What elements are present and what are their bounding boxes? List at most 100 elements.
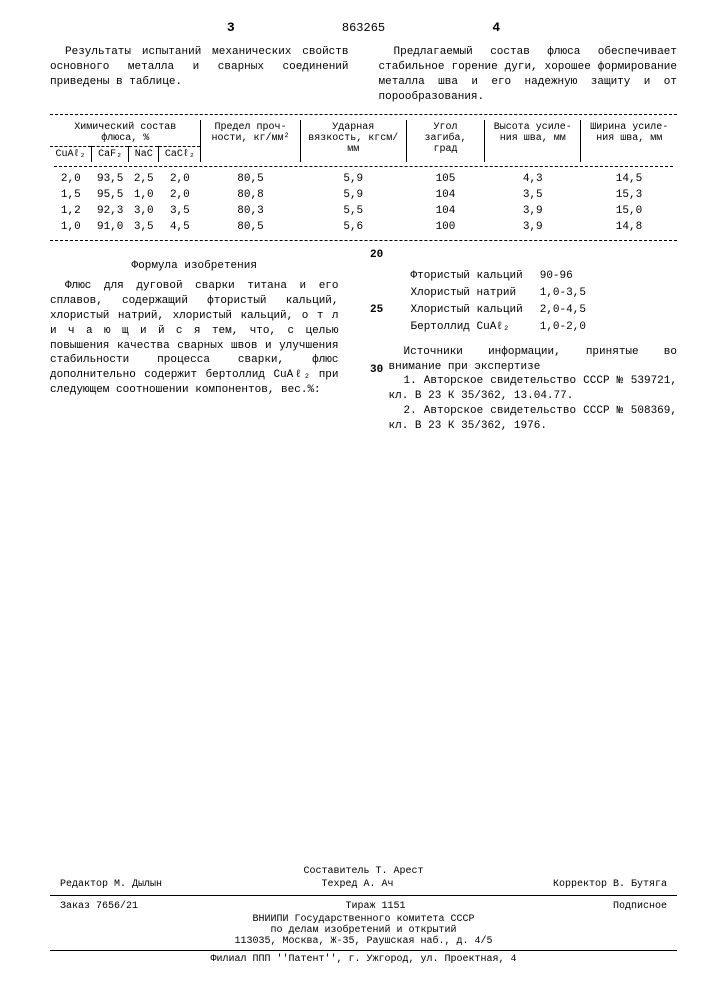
component-row: Бертоллид CuAℓ₂1,0-2,0 bbox=[411, 320, 601, 335]
col-width: Ширина усиле- ния шва, мм bbox=[581, 120, 677, 162]
col-angle: Угол загиба, град bbox=[406, 120, 484, 162]
col-cual2: CuAℓ₂ bbox=[50, 147, 92, 163]
chem-group-header: Химический состав флюса, % bbox=[50, 120, 201, 147]
formula-column: Формула изобретения Флюс для дуговой сва… bbox=[50, 249, 339, 433]
col-caf2: CaF₂ bbox=[92, 147, 129, 163]
components-column: Фтористый кальций90-96Хлористый натрий1,… bbox=[389, 249, 678, 433]
document-footer: Составитель Т. Арест Редактор М. Дылын Т… bbox=[50, 866, 677, 965]
formula-title: Формула изобретения bbox=[50, 259, 339, 274]
table-cell: 2,0 bbox=[159, 171, 201, 187]
table-cell: 3,5 bbox=[159, 203, 201, 219]
table-cell: 105 bbox=[406, 171, 484, 187]
table-bottom-border bbox=[50, 240, 677, 241]
table-cell: 15,0 bbox=[581, 203, 677, 219]
table-cell: 80,3 bbox=[201, 203, 300, 219]
col-cacl2: CaCℓ₂ bbox=[159, 147, 201, 163]
table-cell: 100 bbox=[406, 219, 484, 235]
table-cell: 14,5 bbox=[581, 171, 677, 187]
body-section: 20 25 30 Формула изобретения Флюс для ду… bbox=[50, 249, 677, 433]
table-cell: 5,6 bbox=[300, 219, 406, 235]
results-table: Химический состав флюса, % Предел проч- … bbox=[50, 120, 677, 235]
table-cell: 2,0 bbox=[50, 171, 92, 187]
component-value: 2,0-4,5 bbox=[540, 303, 601, 318]
sources-title: Источники информации, принятые во вниман… bbox=[389, 345, 678, 375]
footer-branch: Филиал ППП ''Патент'', г. Ужгород, ул. П… bbox=[50, 954, 677, 965]
formula-body: Флюс для дуговой сварки титана и его спл… bbox=[50, 279, 339, 398]
footer-org1: ВНИИПИ Государственного комитета СССР bbox=[50, 914, 677, 925]
table-cell: 80,5 bbox=[201, 171, 300, 187]
source-1: 1. Авторское свидетельство СССР № 539721… bbox=[389, 374, 678, 404]
page-header: 3 863265 4 bbox=[50, 20, 677, 35]
table-cell: 104 bbox=[406, 203, 484, 219]
table-body: 2,093,52,52,080,55,91054,314,51,595,51,0… bbox=[50, 162, 677, 235]
column-number-left: 3 bbox=[227, 20, 235, 35]
component-row: Хлористый кальций2,0-4,5 bbox=[411, 303, 601, 318]
component-value: 90-96 bbox=[540, 269, 601, 284]
col-nac: NaC bbox=[129, 147, 159, 163]
footer-sub: Подписное bbox=[613, 901, 667, 912]
footer-addr: 113035, Москва, Ж-35, Раушская наб., д. … bbox=[50, 936, 677, 947]
component-value: 1,0-2,0 bbox=[540, 320, 601, 335]
table-row: 1,595,51,02,080,85,91043,515,3 bbox=[50, 187, 677, 203]
table-row: 1,292,33,03,580,35,51043,915,0 bbox=[50, 203, 677, 219]
table-cell: 5,9 bbox=[300, 171, 406, 187]
line-number-30: 30 bbox=[370, 364, 383, 376]
col-impact: Ударная вязкость, кгсм/мм bbox=[300, 120, 406, 162]
footer-divider-2 bbox=[50, 950, 677, 951]
component-name: Хлористый натрий bbox=[411, 286, 538, 301]
line-number-20: 20 bbox=[370, 249, 383, 261]
table-cell: 3,0 bbox=[129, 203, 159, 219]
col-height: Высота усиле- ния шва, мм bbox=[485, 120, 581, 162]
table-cell: 95,5 bbox=[92, 187, 129, 203]
line-number-25: 25 bbox=[370, 304, 383, 316]
component-name: Бертоллид CuAℓ₂ bbox=[411, 320, 538, 335]
table-cell: 80,8 bbox=[201, 187, 300, 203]
document-number: 863265 bbox=[342, 21, 385, 35]
component-row: Хлористый натрий1,0-3,5 bbox=[411, 286, 601, 301]
footer-editor: Редактор М. Дылын bbox=[60, 879, 162, 890]
table-cell: 92,3 bbox=[92, 203, 129, 219]
intro-left-column: Результаты испытаний механических свойст… bbox=[50, 45, 349, 104]
intro-right-column: Предлагаемый состав флюса обеспечивает с… bbox=[379, 45, 678, 104]
table-cell: 91,0 bbox=[92, 219, 129, 235]
footer-credits-row: Редактор М. Дылын Техред А. Ач Корректор… bbox=[50, 877, 677, 892]
table-cell: 3,5 bbox=[129, 219, 159, 235]
footer-corrector: Корректор В. Бутяга bbox=[553, 879, 667, 890]
table-cell: 93,5 bbox=[92, 171, 129, 187]
source-2: 2. Авторское свидетельство СССР № 508369… bbox=[389, 404, 678, 434]
footer-divider-1 bbox=[50, 895, 677, 896]
component-row: Фтористый кальций90-96 bbox=[411, 269, 601, 284]
footer-order-row: Заказ 7656/21 Тираж 1151 Подписное bbox=[50, 899, 677, 914]
intro-columns: Результаты испытаний механических свойст… bbox=[50, 45, 677, 104]
intro-left-text: Результаты испытаний механических свойст… bbox=[50, 45, 349, 90]
components-table: Фтористый кальций90-96Хлористый натрий1,… bbox=[409, 267, 603, 336]
document-page: 3 863265 4 Результаты испытаний механиче… bbox=[0, 0, 707, 1000]
table-cell: 5,5 bbox=[300, 203, 406, 219]
footer-tech: Техред А. Ач bbox=[321, 879, 393, 890]
table-cell: 1,2 bbox=[50, 203, 92, 219]
table-cell: 4,5 bbox=[159, 219, 201, 235]
table-cell: 3,5 bbox=[485, 187, 581, 203]
table-cell: 80,5 bbox=[201, 219, 300, 235]
column-number-right: 4 bbox=[492, 20, 500, 35]
table-cell: 2,5 bbox=[129, 171, 159, 187]
col-strength: Предел проч- ности, кг/мм² bbox=[201, 120, 300, 162]
table-cell: 104 bbox=[406, 187, 484, 203]
footer-tirazh: Тираж 1151 bbox=[345, 901, 405, 912]
intro-right-text: Предлагаемый состав флюса обеспечивает с… bbox=[379, 45, 678, 104]
table-row: 2,093,52,52,080,55,91054,314,5 bbox=[50, 171, 677, 187]
table-top-border bbox=[50, 114, 677, 115]
table-cell: 1,0 bbox=[50, 219, 92, 235]
table-cell: 3,9 bbox=[485, 219, 581, 235]
table-cell: 2,0 bbox=[159, 187, 201, 203]
component-name: Фтористый кальций bbox=[411, 269, 538, 284]
table-cell: 1,0 bbox=[129, 187, 159, 203]
component-name: Хлористый кальций bbox=[411, 303, 538, 318]
table-cell: 5,9 bbox=[300, 187, 406, 203]
table-cell: 4,3 bbox=[485, 171, 581, 187]
table-cell: 1,5 bbox=[50, 187, 92, 203]
footer-org2: по делам изобретений и открытий bbox=[50, 925, 677, 936]
table-row: 1,091,03,54,580,55,61003,914,8 bbox=[50, 219, 677, 235]
table-cell: 14,8 bbox=[581, 219, 677, 235]
component-value: 1,0-3,5 bbox=[540, 286, 601, 301]
